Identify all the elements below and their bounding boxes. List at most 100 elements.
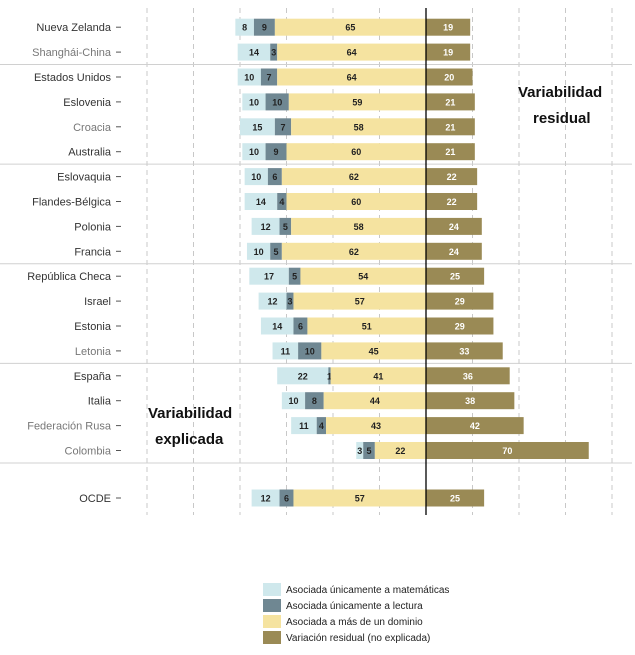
data-label: 62 <box>349 172 359 182</box>
data-label: 21 <box>445 122 455 132</box>
reading-segment <box>270 242 282 260</box>
multi-domain-segment <box>300 267 426 285</box>
reading-segment <box>279 217 292 235</box>
data-label: 64 <box>347 48 357 58</box>
residual-segment <box>426 292 494 310</box>
reading-segment <box>265 143 287 161</box>
category-label: República Checa <box>27 271 112 283</box>
data-label: 60 <box>351 197 361 207</box>
data-label: 25 <box>450 494 460 504</box>
data-label: 5 <box>292 272 297 282</box>
math-segment <box>291 417 317 435</box>
data-label: 64 <box>347 73 357 83</box>
reading-segment <box>293 317 308 335</box>
multi-domain-segment <box>293 489 426 507</box>
data-label: 14 <box>249 48 259 58</box>
data-label: 17 <box>264 272 274 282</box>
reading-segment <box>328 367 331 385</box>
data-label: 5 <box>367 446 372 456</box>
math-segment <box>237 43 271 61</box>
reading-segment <box>265 93 289 111</box>
math-segment <box>237 68 261 86</box>
data-label: 36 <box>463 371 473 381</box>
data-label: 3 <box>271 48 276 58</box>
data-label: 10 <box>272 97 282 107</box>
math-segment <box>244 168 268 186</box>
legend-swatch <box>263 615 281 628</box>
category-label: Eslovaquia <box>57 172 112 184</box>
category-label: Francia <box>74 246 112 258</box>
reading-segment <box>316 417 327 435</box>
data-label: 12 <box>261 222 271 232</box>
multi-domain-segment <box>293 292 426 310</box>
legend-entry: Asociada únicamente a lectura <box>286 601 423 612</box>
residual-segment <box>426 93 475 111</box>
data-label: 41 <box>373 371 383 381</box>
multi-domain-segment <box>288 93 426 111</box>
residual-segment <box>426 417 524 435</box>
reading-segment <box>363 442 375 459</box>
residual-segment <box>426 18 471 36</box>
legend: Asociada únicamente a matemáticas Asociad… <box>263 583 449 644</box>
math-segment <box>251 489 280 507</box>
data-label: 65 <box>345 23 355 33</box>
multi-domain-segment <box>374 442 426 459</box>
category-label: Israel <box>84 296 111 308</box>
category-label: Polonia <box>74 221 112 233</box>
reading-segment <box>277 193 287 210</box>
data-label: 6 <box>272 172 277 182</box>
data-label: 22 <box>447 197 457 207</box>
reading-segment <box>260 68 278 86</box>
legend-swatch <box>263 631 281 644</box>
category-label: Italia <box>88 396 112 408</box>
data-label: 43 <box>371 421 381 431</box>
math-segment <box>251 217 280 235</box>
data-label: 54 <box>358 272 368 282</box>
residual-segment <box>426 442 589 459</box>
multi-domain-segment <box>281 168 426 186</box>
data-label: 10 <box>251 172 261 182</box>
data-label: 59 <box>352 97 362 107</box>
data-label: 10 <box>305 346 315 356</box>
data-label: 58 <box>354 222 364 232</box>
math-segment <box>242 143 266 161</box>
math-segment <box>258 292 287 310</box>
residual-segment <box>426 489 485 507</box>
data-label: 51 <box>362 322 372 332</box>
reading-segment <box>279 489 294 507</box>
data-label: 24 <box>449 222 459 232</box>
data-label: 10 <box>249 147 259 157</box>
multi-domain-segment <box>277 43 426 61</box>
data-label: 9 <box>274 147 279 157</box>
multi-domain-segment <box>281 242 426 260</box>
data-label: 3 <box>287 297 292 307</box>
category-label: Flandes-Bélgica <box>32 197 112 209</box>
data-label: 60 <box>351 147 361 157</box>
data-label: 20 <box>444 73 454 83</box>
data-label: 6 <box>284 494 289 504</box>
math-segment <box>281 392 306 410</box>
multi-domain-segment <box>321 342 426 360</box>
data-label: 8 <box>242 23 247 33</box>
multi-domain-segment <box>323 392 426 410</box>
category-label: Croacia <box>73 122 112 134</box>
category-label: Estados Unidos <box>34 72 112 84</box>
category-label: OCDE <box>79 493 111 505</box>
math-segment <box>356 442 364 459</box>
residual-segment <box>426 217 482 235</box>
data-label: 22 <box>447 172 457 182</box>
residual-segment <box>426 317 494 335</box>
gridlines <box>146 8 613 515</box>
data-label: 10 <box>288 396 298 406</box>
data-label: 24 <box>449 247 459 257</box>
math-segment <box>272 342 299 360</box>
reading-segment <box>305 392 324 410</box>
data-label: 70 <box>502 446 512 456</box>
reading-segment <box>298 342 322 360</box>
category-label: España <box>74 371 112 383</box>
multi-domain-segment <box>330 367 426 385</box>
math-segment <box>249 267 289 285</box>
data-label: 12 <box>268 297 278 307</box>
reading-segment <box>267 168 282 186</box>
